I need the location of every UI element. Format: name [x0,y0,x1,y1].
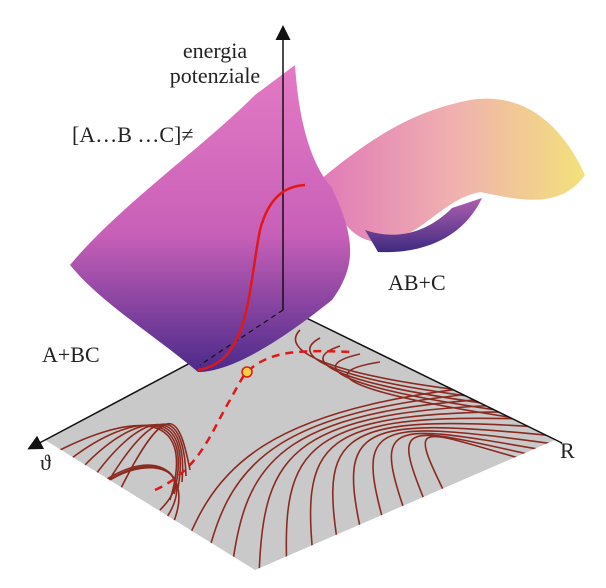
contour-line [332,422,555,570]
saddle-point [241,366,253,378]
reactants-label: A+BC [42,342,100,367]
r-axis-label: R [560,438,575,463]
axis-title: energia [183,38,248,63]
contour-line [119,422,191,491]
surface-left [70,65,351,372]
surface-valley [365,198,482,253]
surface-right [320,98,585,242]
projection-line [199,309,284,366]
theta-axis-label: ϑ [40,450,51,475]
contour-line [230,395,555,570]
transition-state-label: [A…B …C]≠ [72,122,193,147]
contour-line [202,387,555,570]
contour-line [309,417,555,570]
r-axis [289,309,563,444]
reaction-path [197,183,306,372]
contour-line [258,403,555,570]
axis-title: potenziale [170,63,260,88]
reaction-path-projection [154,349,353,492]
products-label: AB+C [388,270,446,295]
contour-line [334,353,555,419]
contour-line [285,410,555,570]
contour-line [352,426,555,570]
contour-line [346,361,555,425]
